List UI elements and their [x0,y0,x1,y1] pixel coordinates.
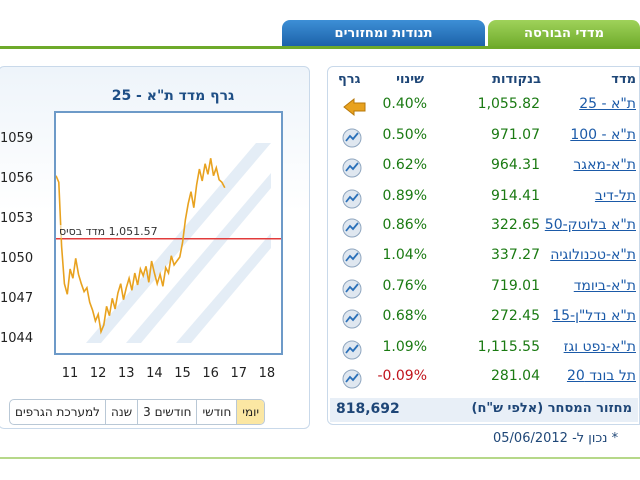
chart-icon[interactable] [342,279,362,299]
index-name-link[interactable]: ת"א-מאגר [573,157,636,173]
y-tick-label: 1059 [0,130,34,146]
chart-icon[interactable] [342,309,362,329]
bottom-divider [0,457,640,459]
tab-underline [0,46,640,49]
x-tick-label: 13 [118,366,135,381]
index-points: 914.41 [491,188,540,204]
index-points: 1,115.55 [477,339,540,355]
table-row: ת"א-טכנולוגיה 337.27 1.04% [330,245,640,275]
index-name-link[interactable]: תל-דיב [594,188,636,204]
turnover-value: 818,692 [336,401,400,417]
index-points: 281.04 [491,368,540,384]
index-points: 337.27 [491,247,540,263]
index-change: 1.04% [382,247,427,263]
table-row: תל בונד 20 281.04 -0.09% [330,366,640,396]
index-name-link[interactable]: ת"א - 100 [570,127,636,143]
index-change: 0.76% [382,278,427,294]
chart-icon[interactable] [342,189,362,209]
index-name-link[interactable]: ת"א - 25 [579,96,636,112]
base-index-label: 1,051.57 מדד בסיס [59,225,158,238]
header-change: שינוי [396,72,424,87]
period-monthly[interactable]: חודשי [196,400,236,424]
chart-icon[interactable] [342,128,362,148]
table-row: ת"א-נפט וגז 1,115.55 1.09% [330,337,640,367]
index-change: 1.09% [382,339,427,355]
table-row: תל-דיב 914.41 0.89% [330,186,640,216]
turnover-label: מחזור המסחר (אלפי ש"ח) [471,401,633,416]
y-tick-label: 1047 [0,290,34,306]
chart-icon[interactable] [342,369,362,389]
table-row: ת"א נדל"ן-15 272.45 0.68% [330,306,640,336]
index-points: 719.01 [491,278,540,294]
index-change: 0.62% [382,157,427,173]
x-tick-label: 15 [174,366,191,381]
arrow-left-icon[interactable] [342,97,366,117]
chart-icon[interactable] [342,218,362,238]
index-change: 0.68% [382,308,427,324]
index-points: 322.65 [491,217,540,233]
index-name-link[interactable]: ת"א-ביומד [573,278,636,294]
y-tick-label: 1050 [0,250,34,266]
updated-date: * נכון ל- 05/06/2012 [493,431,619,446]
line-chart [55,143,281,343]
x-tick-label: 12 [89,366,107,381]
index-change: 0.40% [382,96,427,112]
x-tick-label: 17 [230,366,248,381]
header-points: בנקודות [492,72,541,87]
index-change: -0.09% [377,368,427,384]
tab-market-indices[interactable]: מדדי הבורסה [488,20,640,48]
table-row: ת"א בלוטק-50 322.65 0.86% [330,215,640,245]
header-graph: גרף [338,72,361,87]
chart-plot-area [54,111,283,355]
index-name-link[interactable]: ת"א-טכנולוגיה [550,247,636,263]
index-change: 0.86% [382,217,427,233]
index-points: 1,055.82 [477,96,540,112]
chart-watermark [86,143,271,343]
index-name-link[interactable]: ת"א נדל"ן-15 [552,308,636,324]
table-header: מדד בנקודות שינוי גרף [330,72,640,92]
series-line-0 [55,158,226,335]
index-points: 971.07 [491,127,540,143]
table-row: ת"א-מאגר 964.31 0.62% [330,155,640,185]
x-tick-label: 11 [61,366,79,381]
table-row: ת"א - 25 1,055.82 0.40% [330,94,640,124]
chart-icon[interactable] [342,158,362,178]
y-tick-label: 1044 [0,330,34,346]
tab-bar: מדדי הבורסה תנודות ומחזורים [282,20,640,48]
period-selector: למערכת הגרפים שנה 3 חודשים חודשי יומי [9,399,266,425]
x-tick-label: 14 [146,366,163,381]
index-points: 964.31 [491,157,540,173]
indices-table-panel [327,66,640,425]
y-tick-label: 1056 [0,170,34,186]
period-3-months[interactable]: 3 חודשים [137,400,196,424]
tab-volatility-turnover[interactable]: תנודות ומחזורים [282,20,485,48]
y-tick-label: 1053 [0,210,34,226]
period-graphs-system[interactable]: למערכת הגרפים [15,405,101,419]
index-name-link[interactable]: תל בונד 20 [566,368,636,384]
index-change: 0.89% [382,188,427,204]
x-tick-label: 16 [202,366,219,381]
period-year[interactable]: שנה [105,400,137,424]
index-points: 272.45 [491,308,540,324]
period-daily[interactable]: יומי [236,400,265,424]
turnover-row: מחזור המסחר (אלפי ש"ח) 818,692 [330,398,638,422]
header-name: מדד [611,72,636,87]
chart-icon[interactable] [342,248,362,268]
chart-title: גרף מדד ת"א - 25 [111,88,235,104]
index-name-link[interactable]: ת"א בלוטק-50 [544,217,636,233]
index-change: 0.50% [382,127,427,143]
chart-icon[interactable] [342,340,362,360]
x-tick-label: 18 [258,366,276,381]
index-name-link[interactable]: ת"א-נפט וגז [563,339,636,355]
table-row: ת"א-ביומד 719.01 0.76% [330,276,640,306]
table-row: ת"א - 100 971.07 0.50% [330,125,640,155]
